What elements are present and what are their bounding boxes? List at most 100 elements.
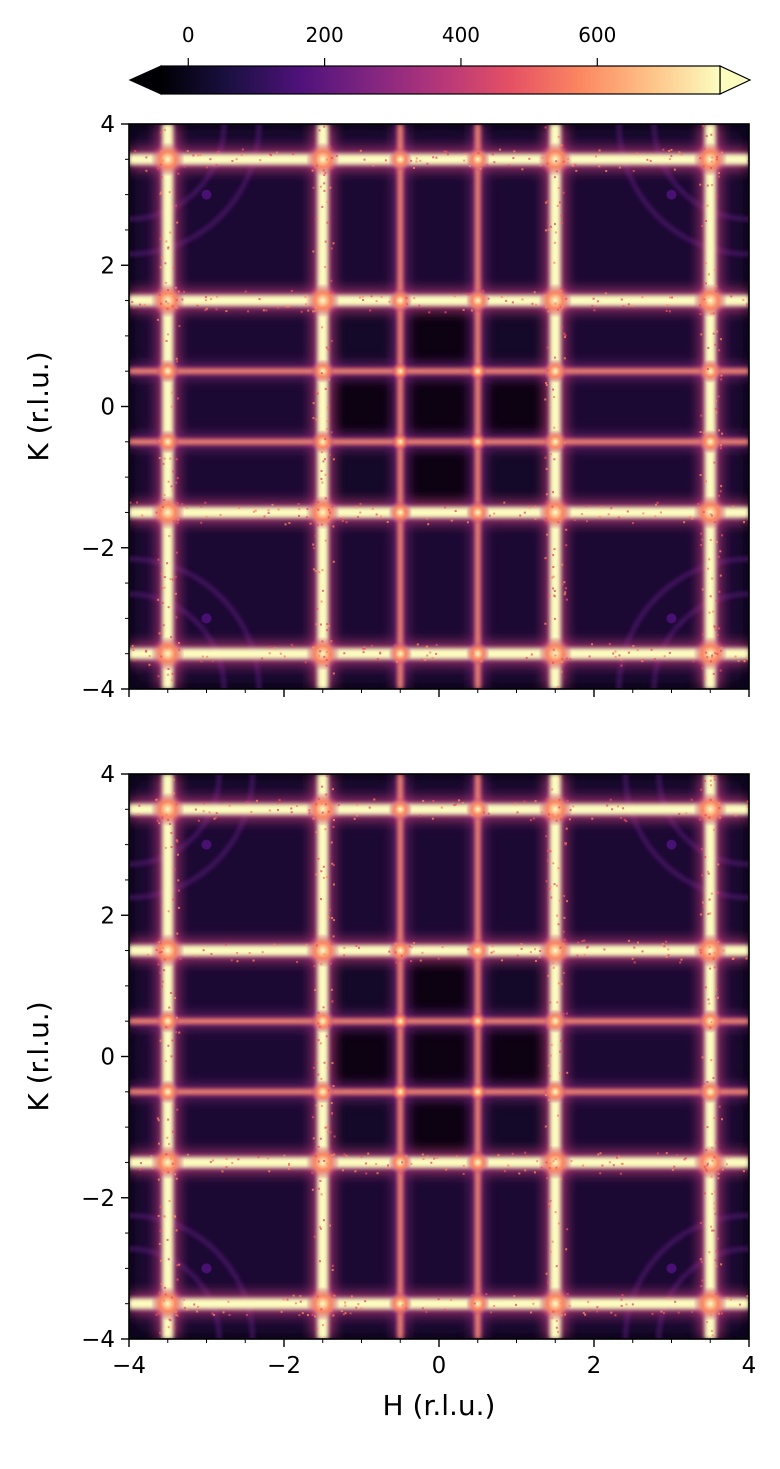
speckle	[491, 944, 494, 947]
intersection-spot	[538, 495, 573, 530]
speckle	[141, 514, 144, 517]
speckle	[312, 817, 315, 820]
speckle	[330, 431, 333, 434]
speckle	[704, 856, 707, 859]
speckle	[216, 295, 219, 298]
speckle	[273, 647, 276, 650]
speckle	[703, 1085, 706, 1088]
speckle	[559, 775, 562, 778]
speckle	[177, 172, 180, 175]
speckle	[636, 649, 639, 652]
speckle	[558, 520, 561, 523]
heatmap-cell-haze	[328, 1309, 395, 1333]
speckle	[710, 160, 713, 163]
speckle	[373, 798, 376, 801]
speckle	[699, 1222, 702, 1225]
speckle	[320, 870, 323, 873]
speckle	[412, 166, 415, 169]
heatmap-cell-haze	[483, 1168, 550, 1298]
speckle	[713, 1207, 716, 1210]
y-tick-label: 2	[100, 903, 115, 929]
speckle	[323, 182, 326, 185]
speckle	[745, 957, 748, 960]
speckle	[563, 654, 566, 657]
speckle	[734, 655, 737, 658]
speckle	[324, 497, 327, 500]
speckle	[201, 655, 204, 658]
speckle	[717, 1177, 720, 1180]
speckle	[553, 883, 556, 886]
speckle	[333, 1298, 336, 1301]
speckle	[394, 951, 397, 954]
speckle	[160, 1098, 163, 1101]
speckle	[164, 1060, 167, 1063]
speckle	[552, 961, 555, 964]
speckle	[405, 296, 408, 299]
speckle	[553, 590, 556, 593]
speckle	[359, 149, 362, 152]
speckle	[282, 1298, 285, 1301]
speckle	[393, 1304, 396, 1307]
speckle	[321, 569, 324, 572]
satellite-spot	[201, 839, 212, 850]
speckle	[548, 1074, 551, 1077]
speckle	[330, 1309, 333, 1312]
speckle	[575, 169, 578, 172]
speckle	[552, 554, 555, 557]
speckle	[276, 808, 279, 811]
heatmap-cell-haze	[483, 1309, 550, 1333]
speckle	[147, 953, 150, 956]
heatmap-cell-haze	[173, 1309, 317, 1333]
speckle	[472, 1153, 475, 1156]
speckle	[549, 1054, 552, 1057]
speckle	[557, 521, 560, 524]
speckle	[161, 338, 164, 341]
speckle	[713, 1117, 716, 1120]
speckle	[719, 338, 722, 341]
speckle	[558, 436, 561, 439]
heatmap-cell-haze	[135, 1097, 162, 1157]
speckle	[714, 268, 717, 271]
speckle	[317, 1011, 320, 1014]
speckle	[676, 1154, 679, 1157]
speckle	[181, 298, 184, 301]
speckle	[487, 297, 490, 300]
speckle	[405, 1155, 408, 1158]
speckle	[716, 811, 719, 814]
speckle	[443, 150, 446, 153]
speckle	[193, 1303, 196, 1306]
speckle	[564, 1313, 567, 1316]
speckle	[326, 623, 329, 626]
speckle	[704, 301, 707, 304]
speckle	[425, 1310, 428, 1313]
speckle	[564, 336, 567, 339]
speckle	[178, 325, 181, 328]
speckle	[354, 1170, 357, 1173]
speckle	[713, 775, 716, 778]
speckle	[715, 290, 718, 293]
speckle	[543, 294, 546, 297]
speckle	[729, 1298, 732, 1301]
speckle	[633, 946, 636, 949]
speckle	[711, 654, 714, 657]
speckle	[505, 299, 508, 302]
heatmap-cell-haze	[173, 956, 317, 1016]
speckle	[493, 1305, 496, 1308]
speckle	[424, 658, 427, 661]
speckle	[169, 578, 172, 581]
speckle	[426, 654, 429, 657]
speckle	[566, 799, 569, 802]
heatmap-cell-haze	[483, 659, 550, 683]
speckle	[719, 490, 722, 493]
speckle	[331, 292, 334, 295]
speckle	[236, 952, 239, 955]
line-core-horizontal	[129, 945, 749, 957]
speckle	[392, 810, 395, 813]
speckle	[600, 506, 603, 509]
speckle	[168, 191, 171, 194]
speckle	[610, 1311, 613, 1314]
speckle	[711, 1146, 714, 1149]
speckle	[535, 303, 538, 306]
speckle	[323, 644, 326, 647]
speckle	[544, 1090, 547, 1093]
